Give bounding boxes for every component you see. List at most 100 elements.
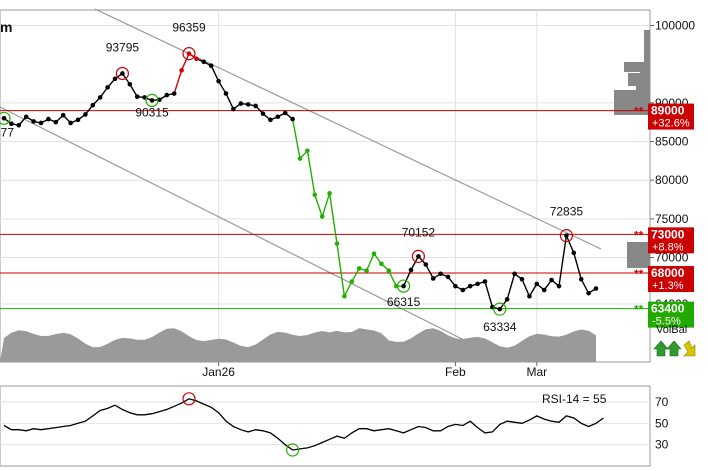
volume-area [0, 328, 596, 362]
price-point [312, 192, 318, 198]
price-point [134, 94, 140, 99]
price-tag-pct: +1.3% [652, 280, 684, 292]
price-point [497, 306, 503, 312]
price-point [171, 91, 177, 96]
price-point [571, 250, 577, 256]
price-point [408, 267, 414, 273]
rsi-series [3, 392, 604, 457]
price-point [83, 112, 88, 117]
price-segment [484, 281, 494, 308]
rsi-line [3, 398, 604, 451]
price-point [282, 110, 288, 116]
price-point [438, 271, 443, 277]
price-point [416, 254, 421, 259]
price-lines [0, 110, 650, 310]
price-point [475, 281, 480, 287]
price-tag-pct: +8.8% [652, 241, 684, 253]
price-tag-pct: -5.5% [652, 316, 681, 328]
extreme-marker [411, 249, 425, 263]
price-segment [402, 269, 412, 287]
price-point [467, 283, 473, 289]
x-tick-label: Feb [445, 365, 466, 379]
price-point [9, 121, 14, 127]
price-point [534, 281, 540, 287]
price-tag-value: 63400 [651, 302, 685, 316]
price-segment [343, 281, 353, 297]
volume-profile-bar [614, 90, 650, 115]
price-point [112, 76, 118, 82]
peak-labels: 93795 96359 90315 70152 72835 66315 63334 177 [0, 21, 583, 334]
y-tick-label: 100000 [655, 18, 695, 32]
price-tags: ** 89000+32.6% ** 73000+8.8% ** 68000+1.3% ** 6… [634, 103, 694, 328]
price-point [564, 233, 569, 238]
price-segment [217, 80, 227, 94]
price-point [268, 117, 273, 123]
price-point [149, 98, 155, 103]
price-point [319, 214, 325, 219]
price-line-mark: ** [634, 228, 644, 242]
price-point [179, 68, 184, 73]
price-point [31, 119, 36, 124]
extreme-marker [182, 47, 196, 61]
price-point [297, 156, 303, 161]
price-point [593, 286, 599, 291]
price-segment [306, 150, 316, 196]
trendline [94, 8, 602, 250]
price-segment [388, 270, 397, 287]
price-point [253, 103, 258, 109]
rsi-tick-label: 70 [655, 395, 669, 409]
price-point [60, 112, 66, 118]
price-point [90, 102, 96, 108]
rsi-tick-label: 30 [655, 438, 669, 452]
price-point [512, 271, 517, 277]
price-point [120, 71, 125, 76]
extreme-marker [0, 111, 11, 125]
price-tag-pct: +32.6% [652, 118, 690, 130]
volbal-up-arrow-icon [666, 340, 682, 357]
price-point [216, 78, 221, 84]
price-segment [573, 252, 582, 280]
price-point [53, 119, 59, 125]
price-point [186, 51, 192, 56]
price-segment [336, 243, 346, 297]
price-point [401, 283, 406, 289]
volbal-label: VolBal [656, 324, 687, 336]
price-point [201, 59, 207, 65]
price-point [527, 293, 532, 299]
extreme-marker [559, 229, 574, 243]
price-line-mark: ** [634, 267, 644, 281]
price-point [327, 191, 332, 196]
rsi-tick-label: 50 [655, 416, 669, 430]
price-segment [129, 83, 138, 98]
price-point [127, 81, 133, 87]
price-point [223, 91, 229, 96]
price-point [423, 262, 429, 267]
price-tag-box [648, 103, 694, 130]
price-segment [521, 278, 531, 297]
extreme-marker [115, 66, 130, 81]
price-point [38, 120, 44, 126]
price-point [364, 268, 369, 274]
price-segment [180, 53, 190, 71]
price-markers [0, 47, 574, 316]
peak-label: 70152 [402, 225, 436, 239]
price-tag-box [648, 266, 694, 293]
peak-label: 93795 [106, 40, 140, 54]
price-point [260, 111, 266, 116]
extreme-marker [145, 93, 159, 107]
volbal-arrows [653, 340, 696, 357]
price-point [305, 148, 310, 154]
rsi-grid [0, 401, 650, 446]
price-point [356, 266, 362, 271]
price-point [275, 114, 281, 120]
price-segment [365, 253, 375, 271]
price-point [290, 116, 295, 122]
trendlines [0, 8, 602, 349]
y-tick-label: 80000 [655, 173, 689, 187]
peak-label: 177 [0, 125, 14, 139]
price-point [231, 106, 236, 112]
x-tick-label: Jan26 [202, 365, 235, 379]
price-point [46, 116, 51, 122]
peak-label: 66315 [387, 295, 421, 309]
